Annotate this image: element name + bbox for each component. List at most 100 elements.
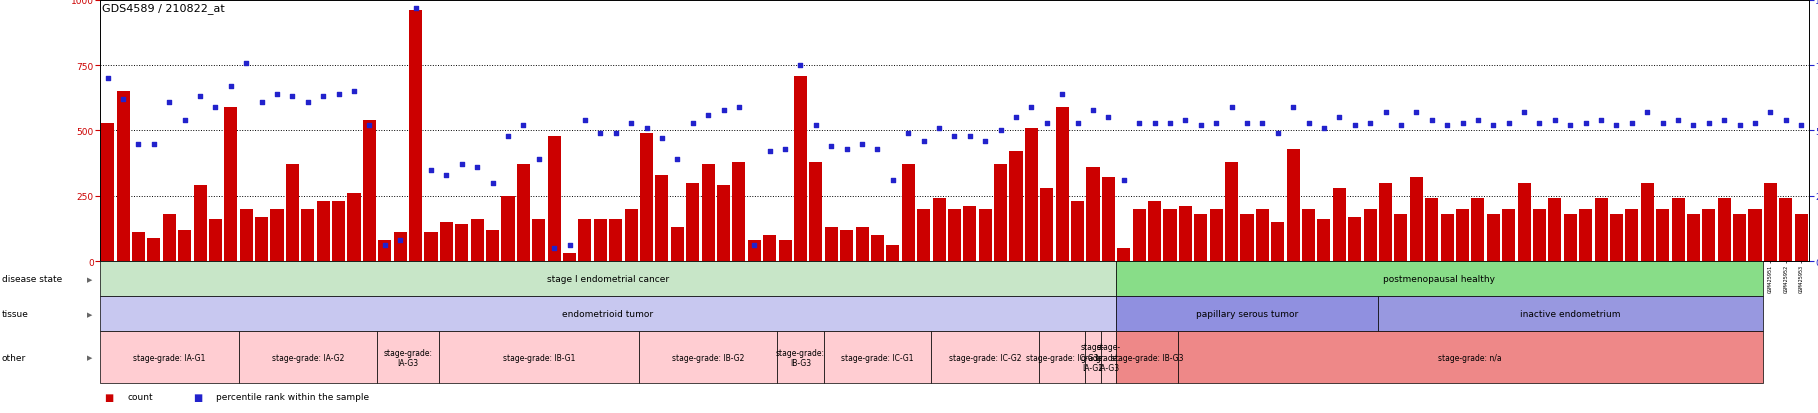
Text: stage-grade:
IA-G3: stage-grade: IA-G3: [384, 348, 433, 367]
Bar: [1440, 214, 1454, 261]
Bar: [1563, 214, 1576, 261]
Point: [1602, 123, 1631, 129]
Text: inactive endometrium: inactive endometrium: [1520, 310, 1620, 318]
Bar: [1580, 209, 1593, 261]
Point: [1618, 120, 1647, 127]
Bar: [116, 92, 129, 261]
Bar: [1594, 199, 1607, 261]
Point: [324, 91, 353, 98]
Point: [247, 99, 276, 106]
Bar: [1147, 202, 1162, 261]
Bar: [1287, 150, 1300, 261]
Point: [971, 138, 1000, 145]
Point: [1663, 117, 1693, 124]
Point: [1109, 177, 1138, 184]
Bar: [1040, 188, 1053, 261]
Bar: [1209, 209, 1224, 261]
Point: [540, 245, 569, 252]
Point: [1202, 120, 1231, 127]
Bar: [1271, 222, 1284, 261]
Bar: [1702, 209, 1716, 261]
Point: [493, 133, 522, 140]
Bar: [102, 123, 115, 261]
Point: [878, 177, 907, 184]
Point: [216, 83, 245, 90]
Point: [1294, 120, 1324, 127]
Point: [940, 133, 969, 140]
Bar: [733, 162, 745, 261]
Text: stage-grade: IB-G3: stage-grade: IB-G3: [1111, 353, 1184, 362]
Bar: [764, 235, 776, 261]
Point: [1418, 117, 1447, 124]
Point: [1140, 120, 1169, 127]
Point: [754, 149, 784, 155]
Bar: [547, 136, 560, 261]
Point: [447, 162, 476, 169]
Bar: [1380, 183, 1393, 261]
Bar: [1256, 209, 1269, 261]
Bar: [1487, 214, 1500, 261]
Text: stage-
grade:
IA-G3: stage- grade: IA-G3: [1096, 343, 1122, 372]
Point: [802, 123, 831, 129]
Point: [678, 120, 707, 127]
Bar: [685, 183, 700, 261]
Point: [1047, 91, 1076, 98]
Point: [1156, 120, 1185, 127]
Bar: [316, 202, 329, 261]
Bar: [1549, 199, 1562, 261]
Bar: [1194, 214, 1207, 261]
Bar: [1656, 209, 1669, 261]
Text: disease state: disease state: [2, 275, 62, 283]
Point: [340, 89, 369, 95]
Bar: [716, 186, 731, 261]
Bar: [609, 220, 622, 261]
Bar: [516, 165, 529, 261]
Point: [1694, 120, 1723, 127]
Text: stage I endometrial cancer: stage I endometrial cancer: [547, 275, 669, 283]
Point: [1709, 117, 1738, 124]
Bar: [654, 176, 669, 261]
Point: [309, 94, 338, 100]
Text: other: other: [2, 353, 25, 362]
Point: [1787, 123, 1816, 129]
Point: [816, 143, 845, 150]
Point: [785, 63, 814, 69]
Bar: [1625, 209, 1638, 261]
Bar: [1164, 209, 1176, 261]
Bar: [164, 214, 176, 261]
Point: [1740, 120, 1769, 127]
Point: [925, 125, 954, 132]
Point: [771, 146, 800, 153]
Point: [1571, 120, 1600, 127]
Bar: [409, 11, 422, 261]
Point: [724, 104, 753, 111]
Point: [1494, 120, 1523, 127]
Bar: [1780, 199, 1793, 261]
Point: [602, 131, 631, 137]
Bar: [440, 222, 453, 261]
Point: [954, 133, 984, 140]
Bar: [1611, 214, 1623, 261]
Bar: [640, 134, 653, 261]
Point: [1356, 120, 1385, 127]
Point: [93, 76, 122, 82]
Text: ▶: ▶: [87, 311, 93, 317]
Bar: [1718, 199, 1731, 261]
Bar: [395, 233, 407, 261]
Point: [355, 123, 384, 129]
Point: [1478, 123, 1507, 129]
Bar: [1409, 178, 1423, 261]
Point: [1016, 104, 1045, 111]
Bar: [133, 233, 145, 261]
Bar: [471, 220, 484, 261]
Point: [740, 242, 769, 249]
Text: stage-grade: IA-G2: stage-grade: IA-G2: [271, 353, 344, 362]
Text: stage-grade: n/a: stage-grade: n/a: [1438, 353, 1502, 362]
Bar: [1394, 214, 1407, 261]
Text: ■: ■: [104, 392, 113, 401]
Point: [1387, 123, 1416, 129]
Point: [1264, 131, 1293, 137]
Bar: [964, 206, 976, 261]
Point: [124, 141, 153, 147]
Text: GDS4589 / 210822_at: GDS4589 / 210822_at: [102, 3, 225, 14]
